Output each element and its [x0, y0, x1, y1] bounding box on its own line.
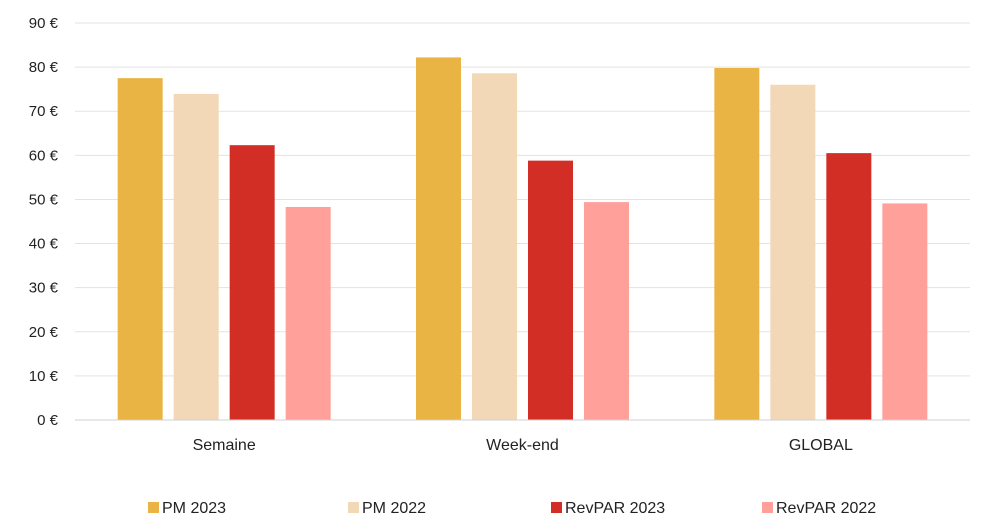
- bar-week-end-pm-2023: [416, 57, 461, 420]
- legend-swatch: [551, 502, 562, 513]
- y-tick-label: 30 €: [29, 280, 59, 297]
- y-tick-label: 20 €: [29, 324, 59, 341]
- bar-global-pm-2022: [770, 84, 816, 420]
- y-tick-label: 10 €: [29, 368, 59, 385]
- legend-swatch: [148, 502, 159, 513]
- x-axis-categories: Semaine Week-end GLOBAL: [193, 437, 853, 454]
- bar-semaine-revpar-2023: [229, 145, 275, 420]
- bar-semaine-pm-2022: [173, 94, 219, 420]
- bar-semaine-pm-2023: [117, 78, 163, 420]
- legend-label: PM 2023: [162, 500, 226, 516]
- y-tick-label: 60 €: [29, 147, 59, 164]
- x-category-label: GLOBAL: [789, 437, 853, 454]
- bars: [117, 57, 928, 421]
- y-tick-label: 40 €: [29, 236, 59, 253]
- bar-week-end-revpar-2023: [528, 160, 573, 421]
- y-tick-label: 0 €: [37, 412, 59, 429]
- x-category-label: Week-end: [486, 437, 559, 454]
- bar-global-pm-2023: [714, 67, 760, 420]
- grid: [75, 22, 970, 377]
- bar-week-end-pm-2022: [472, 73, 517, 420]
- legend-swatch: [762, 502, 773, 513]
- y-tick-label: 50 €: [29, 191, 59, 208]
- bar-semaine-revpar-2022: [285, 206, 331, 420]
- legend-label: RevPAR 2022: [776, 500, 876, 516]
- y-tick-label: 90 €: [29, 15, 59, 32]
- legend-label: RevPAR 2023: [565, 500, 665, 516]
- legend-label: PM 2022: [362, 500, 426, 516]
- legend-swatch: [348, 502, 359, 513]
- legend: PM 2023 PM 2022 RevPAR 2023 RevPAR 2022: [148, 500, 876, 516]
- x-category-label: Semaine: [193, 437, 256, 454]
- y-tick-label: 70 €: [29, 103, 59, 120]
- bar-global-revpar-2022: [882, 203, 928, 420]
- bar-week-end-revpar-2022: [584, 202, 629, 420]
- bar-global-revpar-2023: [826, 153, 872, 420]
- y-tick-label: 80 €: [29, 59, 59, 76]
- y-axis-ticks: 0 € 10 € 20 € 30 € 40 € 50 € 60 € 70 € 80 € 90 €: [29, 15, 59, 429]
